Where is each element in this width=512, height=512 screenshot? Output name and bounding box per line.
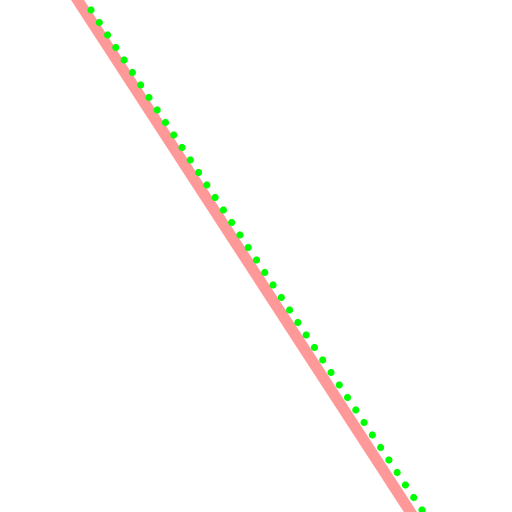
dot [418,506,426,512]
dot [410,493,418,502]
dot [161,118,170,127]
dot [211,193,219,202]
dot [203,181,211,189]
dotted-line [87,6,426,512]
dot [87,6,95,14]
dot [95,18,103,27]
dot [352,406,360,414]
dot [310,343,319,352]
dot [269,281,277,289]
dot [261,268,269,277]
dot [178,143,186,152]
dot [153,106,161,114]
dot [252,256,261,264]
dot [186,156,194,164]
dot [228,218,236,227]
dot [368,431,376,439]
dot [319,356,327,364]
dot [128,68,136,77]
dot [145,93,153,102]
dot [335,381,343,389]
dot [385,456,393,464]
dot [219,206,227,214]
dot [170,131,178,139]
dot [393,468,401,477]
dot [286,306,294,314]
dot [103,31,112,39]
thick-line [71,0,417,512]
dot [401,481,410,489]
dot [194,168,203,177]
dot [112,43,120,52]
dot [120,56,128,64]
dot [236,231,244,239]
dot [277,293,285,302]
dot [137,81,145,89]
dot [327,368,335,377]
dot [294,318,302,327]
dot [244,243,252,252]
dot [360,418,368,427]
dot [302,331,310,339]
dot [343,393,352,402]
dot [377,443,385,452]
